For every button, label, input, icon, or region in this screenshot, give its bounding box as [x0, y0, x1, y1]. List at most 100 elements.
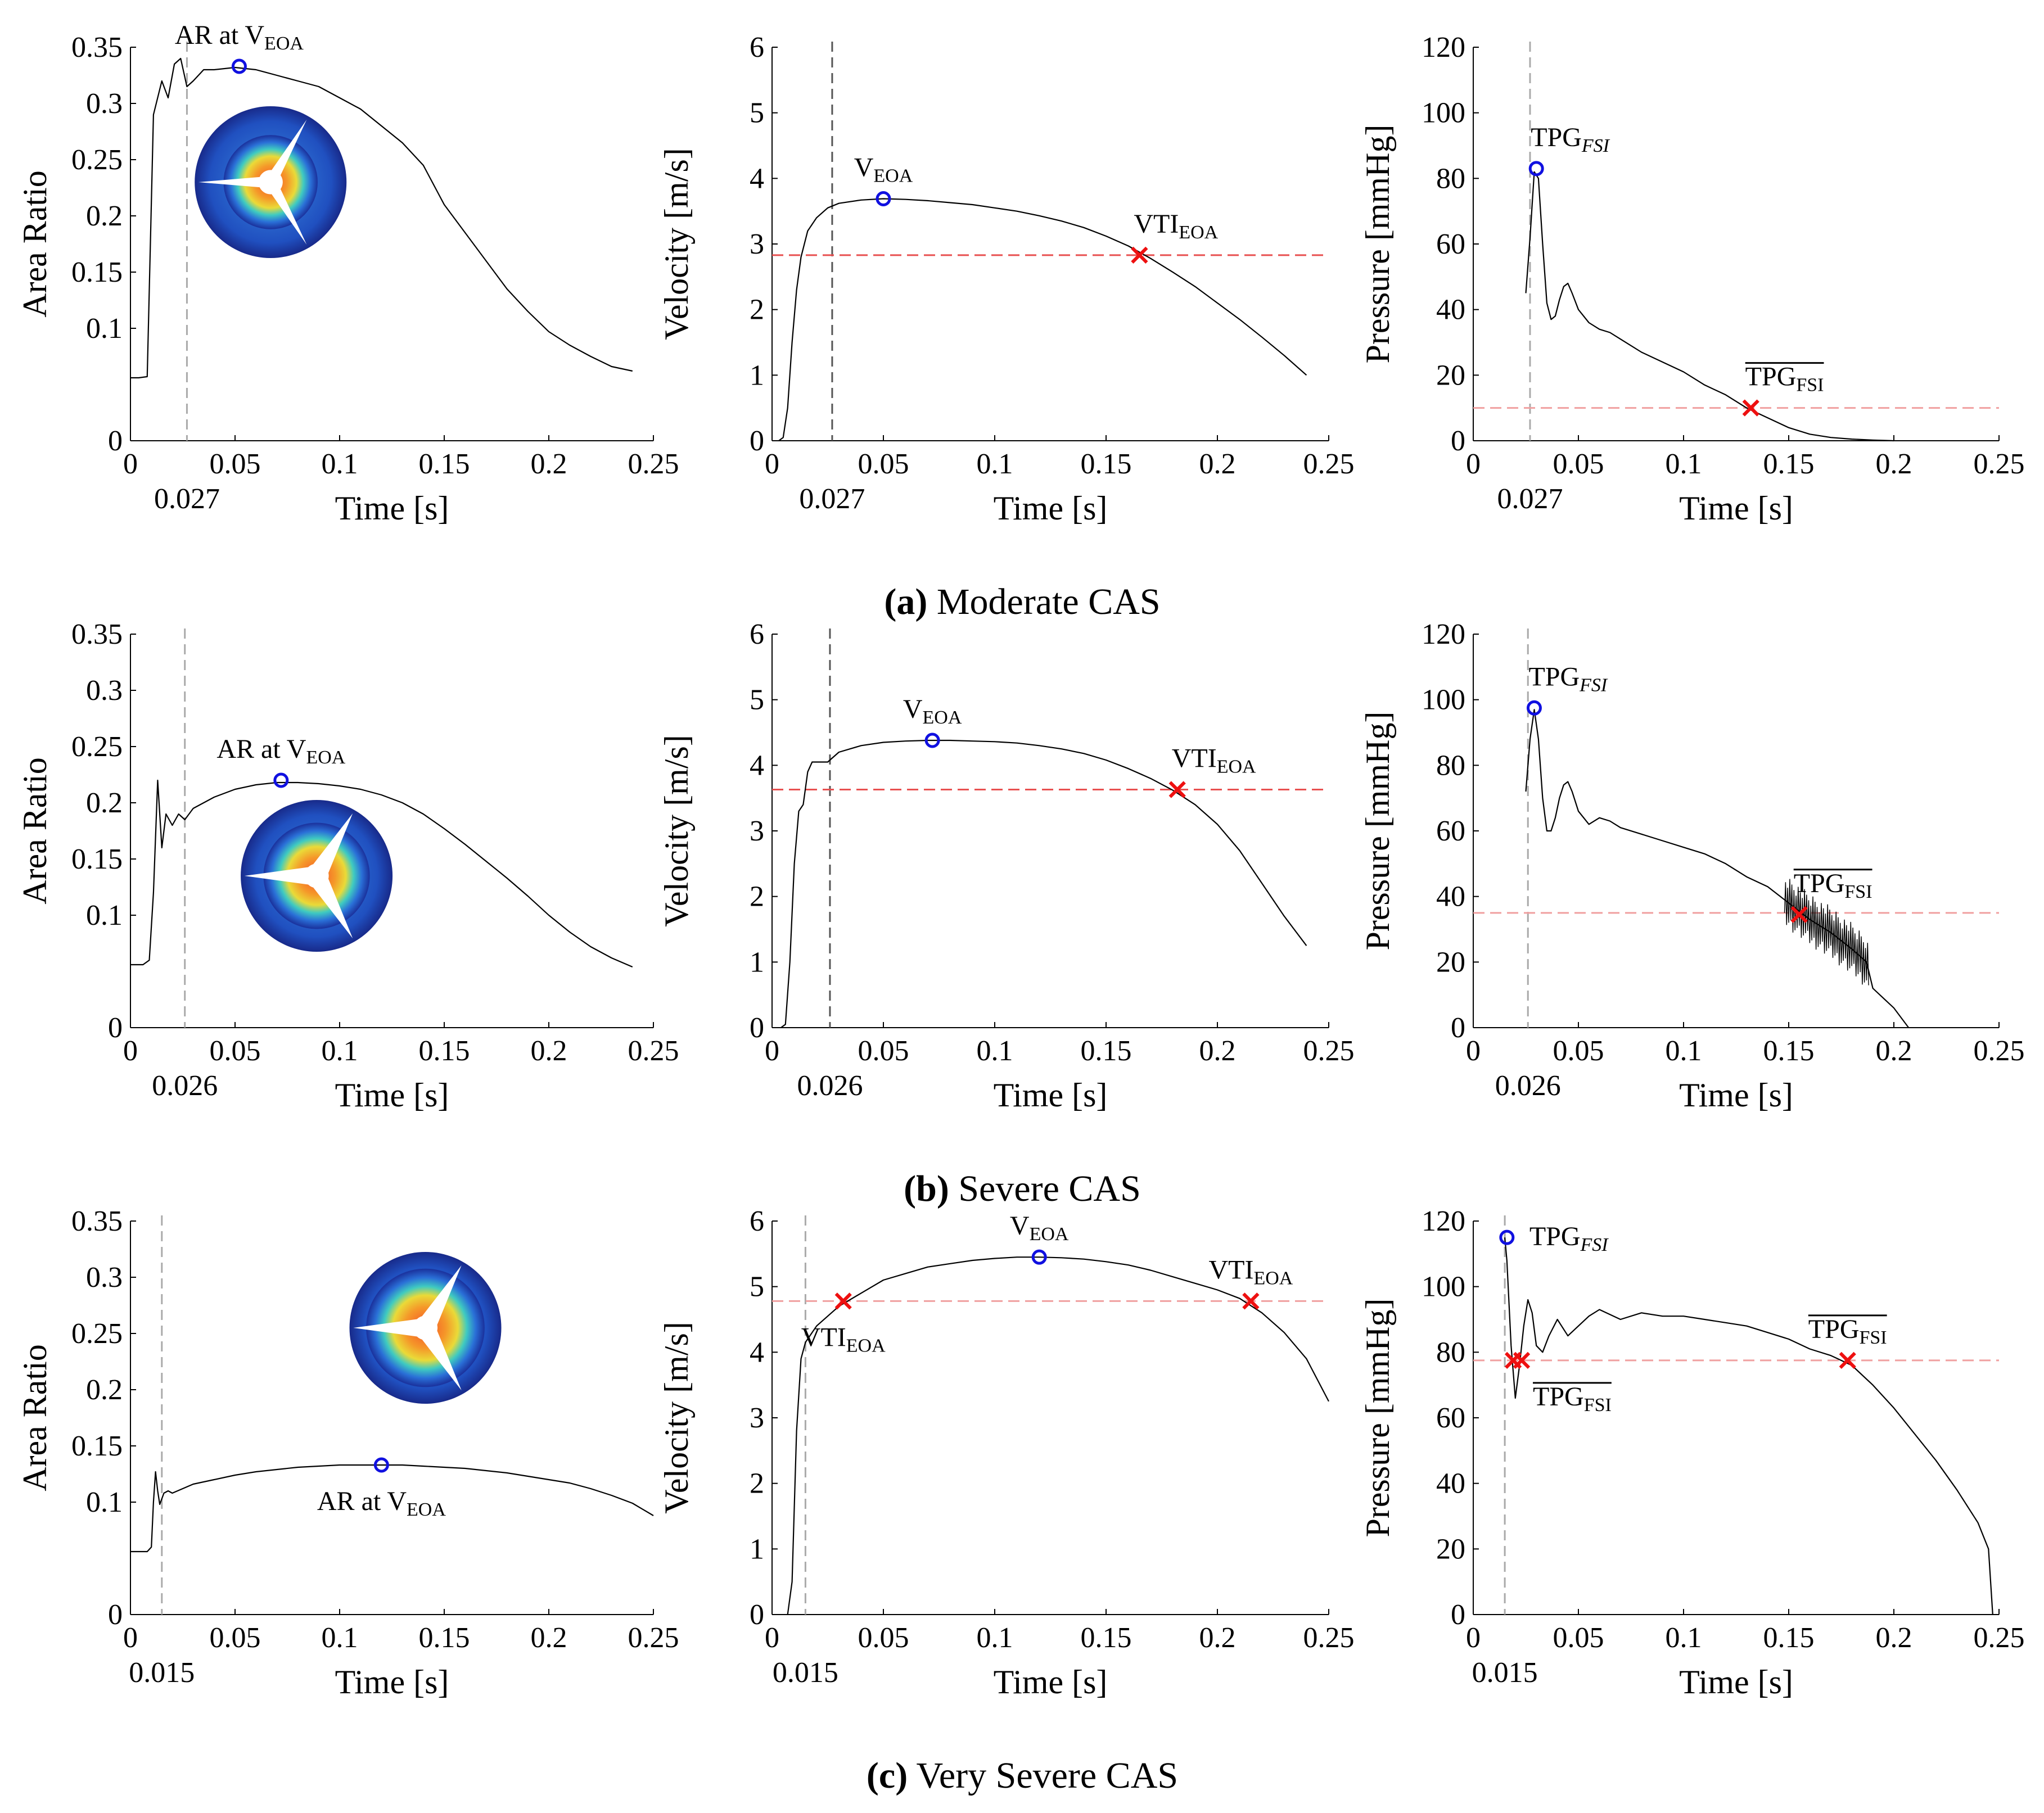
y-axis-label: Area Ratio	[16, 757, 53, 905]
x-tick-label: 0.15	[1081, 1035, 1132, 1067]
vline-label: 0.027	[799, 483, 865, 515]
chart-b-ar: 0 0.05 0.1 0.15 0.2 0.25 0 0.1 0.15 0.2 0.25 0.3 0.3…	[16, 618, 679, 1114]
y-tick-label: 0	[750, 1599, 764, 1631]
marker-annotation: TPGFSI	[1529, 1222, 1609, 1255]
x-tick-label: 0.25	[628, 1035, 679, 1067]
series-line	[130, 779, 633, 968]
vline-label: 0.026	[152, 1070, 218, 1102]
y-tick-label: 0	[750, 425, 764, 457]
x-tick-label: 0.25	[1303, 1622, 1355, 1654]
marker-annotation-main: V	[854, 153, 874, 183]
vline-label: 0.027	[1497, 483, 1563, 515]
series-line	[787, 1256, 1329, 1615]
vline-label: 0.015	[1472, 1657, 1538, 1689]
y-axis-label: Pressure [mmHg]	[1359, 1299, 1396, 1538]
circle-marker	[273, 772, 289, 788]
y-tick-label: 100	[1422, 684, 1465, 716]
marker-annotation: TPGFSI	[1808, 1314, 1887, 1348]
y-tick-label: 0	[108, 1599, 123, 1631]
series-line	[1525, 709, 1910, 1028]
marker-annotation: TPGFSI	[1531, 123, 1610, 156]
y-tick-label: 0.1	[86, 899, 123, 932]
vline-label: 0.026	[797, 1070, 863, 1102]
x-tick-label: 0.05	[858, 1622, 909, 1654]
y-tick-label: 80	[1436, 749, 1465, 781]
caption-a-space	[927, 581, 937, 622]
marker-annotation-main: V	[903, 694, 923, 724]
y-tick-label: 0	[1451, 425, 1465, 457]
x-axis-label: Time [s]	[1679, 490, 1793, 527]
x-tick-label: 0	[1466, 1035, 1481, 1067]
valve-opening	[353, 1265, 462, 1391]
chart-b-vel: 0 0.05 0.1 0.15 0.2 0.25 0 1 2 3 4 5 6 Time [s] Veloci…	[658, 618, 1355, 1114]
chart-b-pres: 0 0.05 0.1 0.15 0.2 0.25 0 20 40 60 80 100 120 Time […	[1359, 618, 2025, 1114]
x-axis-label: Time [s]	[994, 1663, 1108, 1701]
series-line	[130, 57, 633, 379]
marker-annotation-sub: FSI	[1844, 881, 1872, 902]
marker-annotation: VEOA	[1010, 1211, 1069, 1245]
x-tick-label: 0.1	[1666, 1035, 1702, 1067]
cross-marker	[1242, 1292, 1260, 1310]
marker-annotation: TPGFSI	[1794, 869, 1872, 902]
marker-annotation-sub: EOA	[1030, 1224, 1069, 1245]
y-tick-label: 40	[1436, 1468, 1465, 1500]
series-line	[780, 739, 1307, 1028]
y-tick-label: 100	[1422, 97, 1465, 129]
caption-a-letter: (a)	[884, 581, 927, 622]
caption-a-text: Moderate CAS	[937, 581, 1161, 622]
y-tick-label: 20	[1436, 1533, 1465, 1565]
x-tick-label: 0.05	[858, 448, 909, 480]
x-tick-label: 0.25	[1974, 1035, 2025, 1067]
circle-marker	[1499, 1229, 1515, 1245]
marker-annotation-sub: FSI	[1579, 675, 1608, 695]
cross-marker	[1131, 246, 1148, 264]
y-tick-label: 0	[750, 1012, 764, 1044]
y-tick-label: 0.1	[86, 1486, 123, 1518]
y-tick-label: 40	[1436, 294, 1465, 326]
marker-annotation-main: TPG	[1529, 1222, 1581, 1251]
y-tick-label: 1	[750, 1533, 764, 1565]
x-tick-label: 0.05	[210, 1622, 261, 1654]
marker-annotation: TPGFSI	[1533, 1382, 1612, 1416]
x-tick-label: 0.05	[210, 448, 261, 480]
marker-annotation-sub: FSI	[1580, 1235, 1609, 1255]
y-axis-label: Velocity [m/s]	[658, 1322, 695, 1514]
marker-annotation: TPGFSI	[1745, 362, 1824, 396]
caption-c-space	[908, 1755, 916, 1796]
chart-a-pres: 0 0.05 0.1 0.15 0.2 0.25 0 20 40 60 80 100 120 Time […	[1359, 31, 2025, 527]
marker-annotation-sub: FSI	[1584, 1395, 1612, 1416]
y-tick-label: 0.35	[71, 618, 123, 650]
marker-annotation-main: AR at V	[216, 734, 306, 764]
y-tick-label: 0	[108, 1012, 123, 1044]
marker-annotation-main: TPG	[1745, 362, 1797, 392]
series-oscillation	[1784, 879, 1869, 985]
marker-annotation-main: TPG	[1794, 869, 1845, 898]
y-tick-label: 20	[1436, 946, 1465, 978]
marker-annotation-main: TPG	[1531, 123, 1582, 152]
y-tick-label: 20	[1436, 359, 1465, 391]
x-tick-label: 0.15	[1763, 1622, 1815, 1654]
x-tick-label: 0.2	[1199, 1035, 1236, 1067]
marker-annotation-sub: EOA	[1253, 1268, 1293, 1288]
marker-annotation: VEOA	[854, 153, 913, 187]
y-tick-label: 3	[750, 815, 764, 847]
y-tick-label: 0.25	[71, 731, 123, 763]
circle-marker	[1031, 1249, 1047, 1265]
y-tick-label: 1	[750, 946, 764, 978]
x-tick-label: 0.05	[1553, 448, 1604, 480]
marker-annotation: VTIEOA	[801, 1322, 886, 1356]
y-tick-label: 2	[750, 294, 764, 326]
x-tick-label: 0.25	[1974, 448, 2025, 480]
chart-a-vel: 0 0.05 0.1 0.15 0.2 0.25 0 1 2 3 4 5 6 Time [s] Veloci…	[658, 31, 1355, 527]
caption-c-text: Very Severe CAS	[917, 1755, 1179, 1796]
marker-annotation-sub: FSI	[1859, 1327, 1887, 1348]
y-tick-label: 4	[750, 162, 764, 195]
marker-annotation-sub: EOA	[873, 166, 913, 187]
x-tick-label: 0.1	[1666, 1622, 1702, 1654]
y-tick-label: 60	[1436, 1402, 1465, 1434]
x-tick-label: 0.1	[322, 1622, 358, 1654]
y-tick-label: 5	[750, 684, 764, 716]
y-tick-label: 0	[1451, 1599, 1465, 1631]
y-tick-label: 120	[1422, 31, 1465, 64]
marker-annotation-main: VTI	[801, 1322, 846, 1352]
